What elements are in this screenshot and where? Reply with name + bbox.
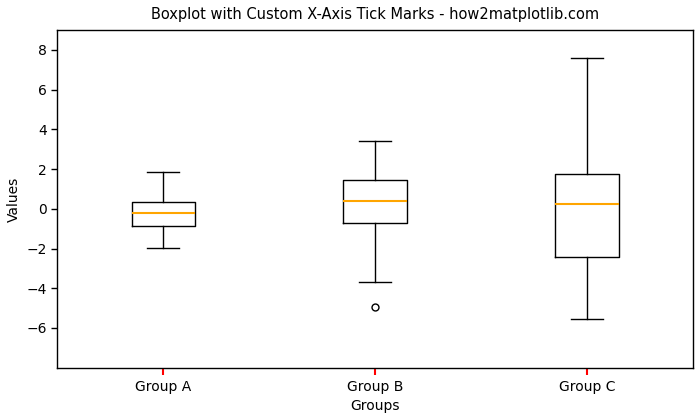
- Y-axis label: Values: Values: [7, 176, 21, 221]
- Title: Boxplot with Custom X-Axis Tick Marks - how2matplotlib.com: Boxplot with Custom X-Axis Tick Marks - …: [151, 7, 599, 22]
- X-axis label: Groups: Groups: [351, 399, 400, 413]
